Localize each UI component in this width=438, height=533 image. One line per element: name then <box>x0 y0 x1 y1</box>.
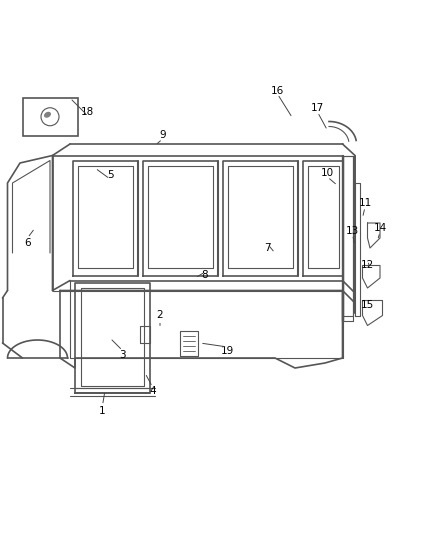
Text: 2: 2 <box>157 311 163 320</box>
Text: 6: 6 <box>24 238 31 248</box>
FancyBboxPatch shape <box>22 98 78 135</box>
Text: 9: 9 <box>159 131 166 141</box>
Text: 5: 5 <box>107 171 113 181</box>
Text: 17: 17 <box>311 103 324 113</box>
Text: 13: 13 <box>346 225 359 236</box>
Text: 1: 1 <box>99 406 106 416</box>
Text: 8: 8 <box>201 271 208 280</box>
Text: 4: 4 <box>149 385 156 395</box>
Ellipse shape <box>45 112 50 117</box>
Text: 15: 15 <box>361 301 374 311</box>
Text: 19: 19 <box>221 345 234 356</box>
Text: 16: 16 <box>271 85 284 95</box>
Text: 18: 18 <box>81 107 94 117</box>
Text: 14: 14 <box>373 223 387 233</box>
Text: 11: 11 <box>358 198 371 208</box>
Text: 12: 12 <box>361 261 374 271</box>
Text: 3: 3 <box>119 351 126 360</box>
Text: 10: 10 <box>321 168 334 178</box>
Text: 7: 7 <box>264 243 271 253</box>
